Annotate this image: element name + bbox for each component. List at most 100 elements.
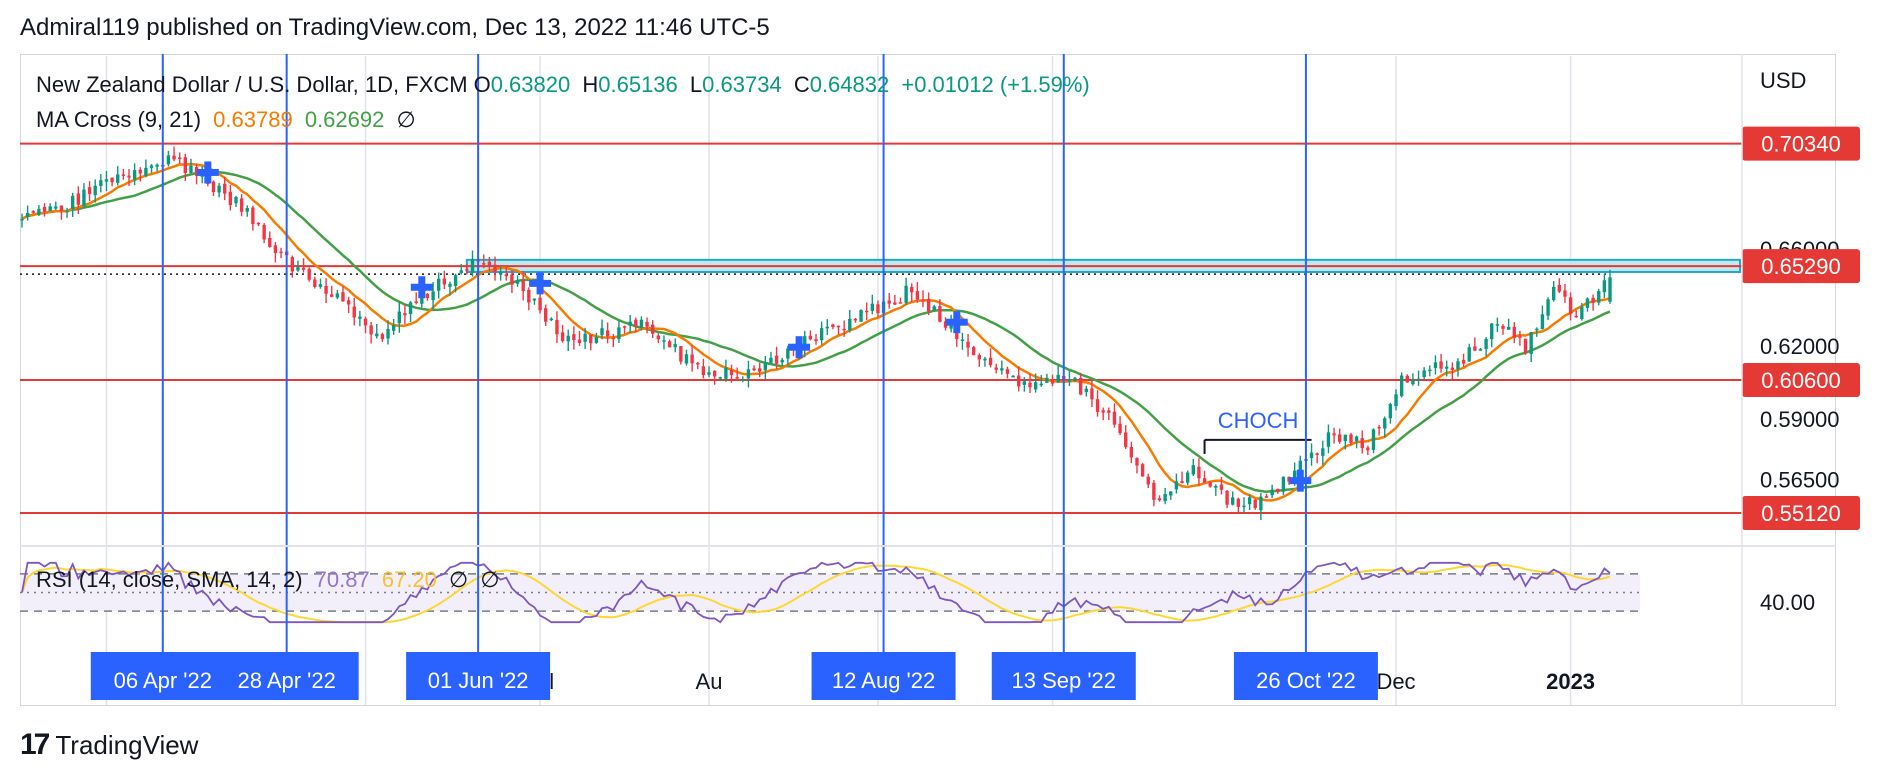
candle-body (93, 185, 97, 196)
candle-body (54, 206, 58, 209)
candle (386, 320, 390, 345)
candle (577, 330, 582, 346)
candle-body (1343, 434, 1348, 442)
candle-body (1033, 382, 1038, 390)
candle (346, 296, 351, 314)
candle (1416, 370, 1421, 386)
candle-body (121, 174, 126, 176)
candle-body (1005, 369, 1010, 374)
candle-body (752, 368, 756, 371)
candle-body (268, 237, 272, 247)
candle-body (132, 170, 137, 180)
candle-body (1090, 388, 1094, 400)
candle (622, 325, 627, 334)
candle-body (1157, 498, 1162, 501)
candle (1411, 373, 1415, 386)
rsi-title[interactable]: RSI (14, close, SMA, 14, 2) (36, 567, 303, 592)
candle (667, 339, 672, 348)
candle (76, 186, 81, 215)
candle-body (864, 310, 869, 313)
candle-body (1202, 478, 1207, 483)
candle (1484, 337, 1488, 357)
candle (1095, 390, 1100, 417)
price-axis-tick: 0.62000 (1760, 334, 1840, 359)
candle-body (1000, 368, 1004, 371)
candle-body (1208, 482, 1212, 487)
x-axis-label: Dec (1376, 669, 1415, 694)
candle-body (515, 280, 520, 284)
candle (611, 334, 615, 347)
candle (814, 334, 818, 345)
ma-cross-marker (788, 336, 811, 359)
candle (363, 316, 368, 334)
candle (752, 365, 756, 372)
candle-body (1597, 291, 1601, 303)
tradingview-brand[interactable]: 17 TradingView (20, 728, 198, 762)
candle (414, 292, 418, 305)
candle (870, 294, 875, 315)
date-marker-box (991, 652, 1136, 700)
candle-body (1185, 472, 1190, 483)
close-value: 0.64832 (809, 72, 890, 97)
candle (555, 311, 559, 343)
candle (983, 356, 987, 367)
candle (1540, 305, 1545, 330)
candle (1033, 373, 1038, 393)
candle-body (971, 347, 976, 356)
candle (864, 302, 869, 321)
candle (1501, 324, 1505, 335)
candle-body (1197, 466, 1201, 479)
candle-body (859, 310, 863, 322)
symbol-title[interactable]: New Zealand Dollar / U.S. Dollar, 1D, FX… (36, 72, 468, 97)
candle-body (538, 297, 542, 311)
candle (352, 297, 356, 326)
ma-cross-marker (1289, 469, 1312, 492)
candle (1383, 416, 1387, 438)
candle-body (335, 293, 340, 298)
ma-hidden-icon[interactable]: ∅ (396, 107, 416, 132)
rsi-sma-hidden-icon[interactable]: ∅ (480, 567, 500, 592)
candle-body (341, 292, 345, 302)
candle (1332, 427, 1336, 444)
candle (31, 210, 35, 214)
candle (729, 364, 734, 383)
candle (757, 362, 762, 378)
candle (498, 266, 503, 281)
candle (268, 231, 272, 248)
candle-body (701, 366, 706, 375)
candle-body (572, 334, 576, 341)
ma-cross-marker (196, 161, 219, 184)
candle (1045, 373, 1049, 383)
candle-body (20, 218, 24, 221)
candle (1107, 407, 1111, 420)
rsi-hidden-icon[interactable]: ∅ (449, 567, 469, 592)
candle-body (690, 354, 694, 364)
candle (1270, 484, 1274, 498)
ma-title[interactable]: MA Cross (9, 21) (36, 107, 202, 132)
candle (1276, 488, 1280, 494)
candle (1011, 374, 1015, 378)
candle-body (183, 157, 187, 174)
candle-body (1349, 434, 1353, 443)
candle-body (1281, 476, 1286, 492)
candle-body (217, 185, 221, 193)
candle-body (1101, 410, 1105, 413)
candle (943, 317, 948, 331)
candle (1309, 443, 1314, 466)
candle-body (1135, 457, 1139, 466)
candle-body (566, 335, 570, 342)
candle-body (1608, 277, 1612, 302)
candle-body (560, 332, 565, 342)
candle-body (262, 224, 266, 240)
candle-body (589, 334, 593, 344)
candle (448, 281, 452, 296)
candle-body (1484, 339, 1488, 349)
candle-body (1214, 485, 1218, 488)
rsi-legend: RSI (14, close, SMA, 14, 2) 70.87 67.20 … (36, 567, 506, 593)
candle-body (380, 334, 385, 340)
candle-body (99, 180, 103, 186)
candle (1551, 281, 1556, 302)
choch-label: CHOCH (1218, 408, 1299, 433)
candle (397, 301, 401, 333)
